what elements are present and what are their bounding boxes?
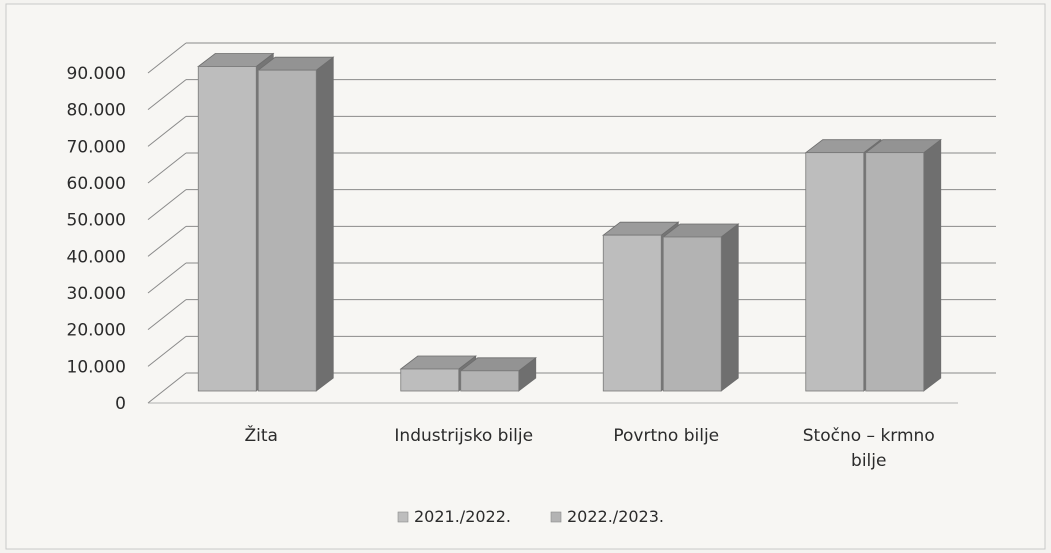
gridline-side [147,372,187,404]
bar [257,69,317,392]
gridline-side [147,335,187,367]
gridline-side [147,262,187,294]
bar [865,152,925,392]
category-label: bilje [851,451,886,471]
bar-side [923,138,942,392]
y-tick-label: 70.000 [67,137,126,157]
legend: 2021./2022. 2022./2023. [397,507,664,526]
y-axis: 0 10.000 20.000 30.000 40.000 50.000 60.000 70.… [67,64,126,414]
category-label: Industrijsko bilje [394,426,533,446]
bars [197,52,942,392]
bar-side [315,56,334,392]
y-tick-label: 90.000 [67,64,126,84]
gridline-side [147,299,187,331]
gridline-side [147,115,187,147]
gridline-side [147,189,187,221]
y-tick-label: 80.000 [67,101,126,121]
y-tick-label: 20.000 [67,321,126,341]
legend-label: 2022./2023. [567,507,664,526]
legend-swatch [550,511,562,523]
y-tick-label: 0 [115,394,126,414]
legend-label: 2021./2022. [414,507,511,526]
gridline-side [147,79,187,111]
bar [602,234,662,392]
bar [662,236,722,392]
gridline-side [147,152,187,184]
bar [805,152,865,392]
category-label: Povrtno bilje [613,426,719,446]
legend-swatch [397,511,409,523]
category-label: Žita [245,424,278,446]
bar [400,368,460,392]
y-tick-label: 50.000 [67,211,126,231]
bar-side [720,223,739,392]
y-tick-label: 60.000 [67,174,126,194]
gridline-side [147,42,187,74]
y-tick-label: 10.000 [67,357,126,377]
category-label: Stočno – krmno [803,426,935,446]
category-labels: Žita Industrijsko bilje Povrtno bilje Stočn… [245,424,935,471]
gridline-side [147,225,187,257]
y-tick-label: 40.000 [67,247,126,267]
y-tick-label: 30.000 [67,284,126,304]
bar [197,66,257,392]
bar [460,370,520,392]
